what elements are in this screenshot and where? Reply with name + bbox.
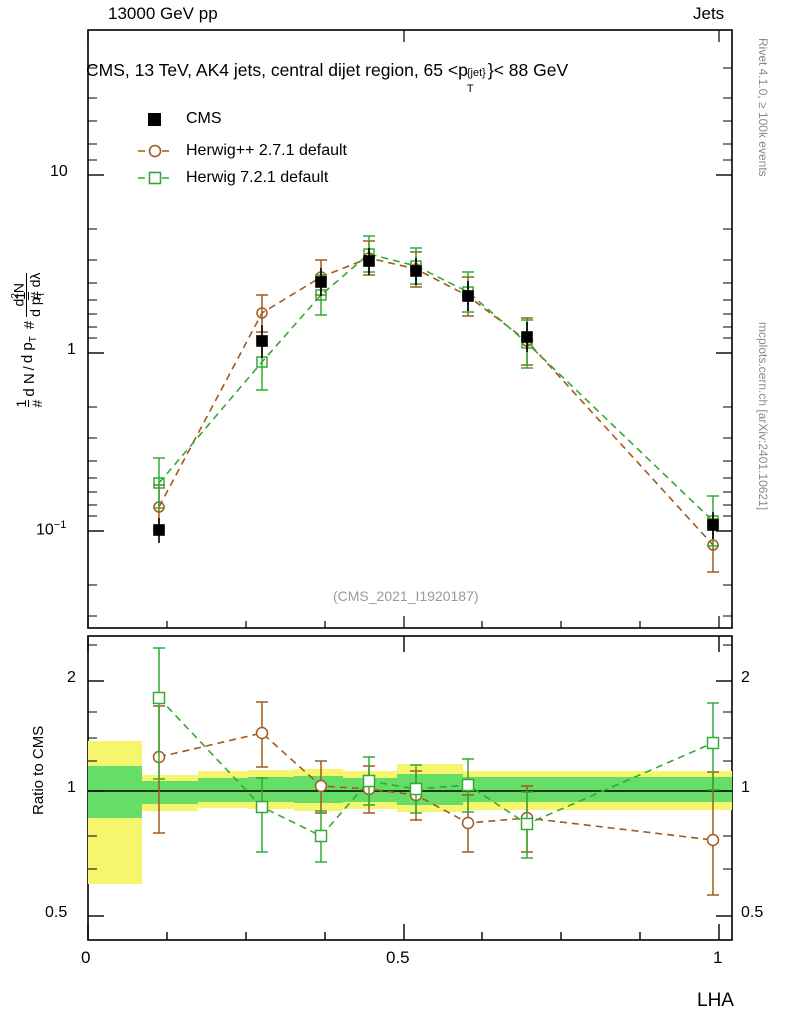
main-title-sub: T: [466, 83, 474, 95]
main-title-tail: }< 88 GeV: [487, 60, 569, 80]
legend-marker-cms: [148, 113, 161, 126]
ratio-ytick-0p5-right: 0.5: [741, 904, 764, 921]
ratio-x-ticks: [87, 636, 720, 940]
main-ytick-0p1: 10−1: [36, 519, 67, 539]
legend-marker-herwig7: [138, 171, 172, 185]
series-points-herwigpp: [153, 240, 719, 573]
main-ytick-10: 10: [50, 163, 68, 180]
ratio-ytick-1-left: 1: [67, 779, 76, 796]
main-panel-frame: [87, 29, 733, 629]
ratio-y-ticks: [88, 680, 732, 917]
ratio-line-herwig7: [158, 697, 714, 837]
main-title-text: CMS, 13 TeV, AK4 jets, central dijet reg…: [86, 60, 468, 80]
main-ylabel-composite: 1 # d N / d pT # d2N d pT dλ: [10, 272, 47, 408]
main-x-ticks: [87, 30, 720, 628]
ratio-line-herwigpp: [158, 732, 714, 841]
ratio-green-bands: [88, 766, 732, 818]
legend-label-herwig7: Herwig 7.2.1 default: [186, 169, 329, 186]
series-line-herwigpp: [158, 257, 714, 546]
series-line-herwig7: [158, 253, 714, 522]
series-points-cms: [153, 248, 719, 543]
ratio-ytick-1-right: 1: [741, 779, 750, 796]
header-right: Jets: [693, 4, 725, 23]
main-y-minor-ticks: [88, 67, 732, 617]
main-ytick-exponent: −1: [53, 519, 67, 531]
main-title-sup: {jet}: [466, 67, 486, 79]
main-title: CMS, 13 TeV, AK4 jets, central dijet reg…: [86, 60, 569, 95]
ratio-ytick-0p5-left: 0.5: [45, 904, 68, 921]
ratio-points-herwig7: [152, 647, 720, 863]
main-ytick-1: 1: [67, 341, 76, 358]
ratio-ytick-2-left: 2: [67, 669, 76, 686]
ratio-ytick-2-right: 2: [741, 669, 750, 686]
xaxis-label: LHA: [697, 990, 734, 1011]
xtick-0: 0: [81, 948, 91, 967]
xtick-1: 1: [713, 948, 723, 967]
legend-label-cms: CMS: [186, 110, 222, 127]
xtick-0p5: 0.5: [386, 948, 410, 967]
analysis-watermark: (CMS_2021_I1920187): [333, 588, 479, 604]
legend-label-herwigpp: Herwig++ 2.7.1 default: [186, 142, 347, 159]
ratio-y-minor-ticks: [88, 644, 732, 870]
header-left: 13000 GeV pp: [108, 4, 218, 23]
main-y-ticks: [88, 174, 732, 532]
legend-marker-herwigpp: [138, 144, 172, 158]
